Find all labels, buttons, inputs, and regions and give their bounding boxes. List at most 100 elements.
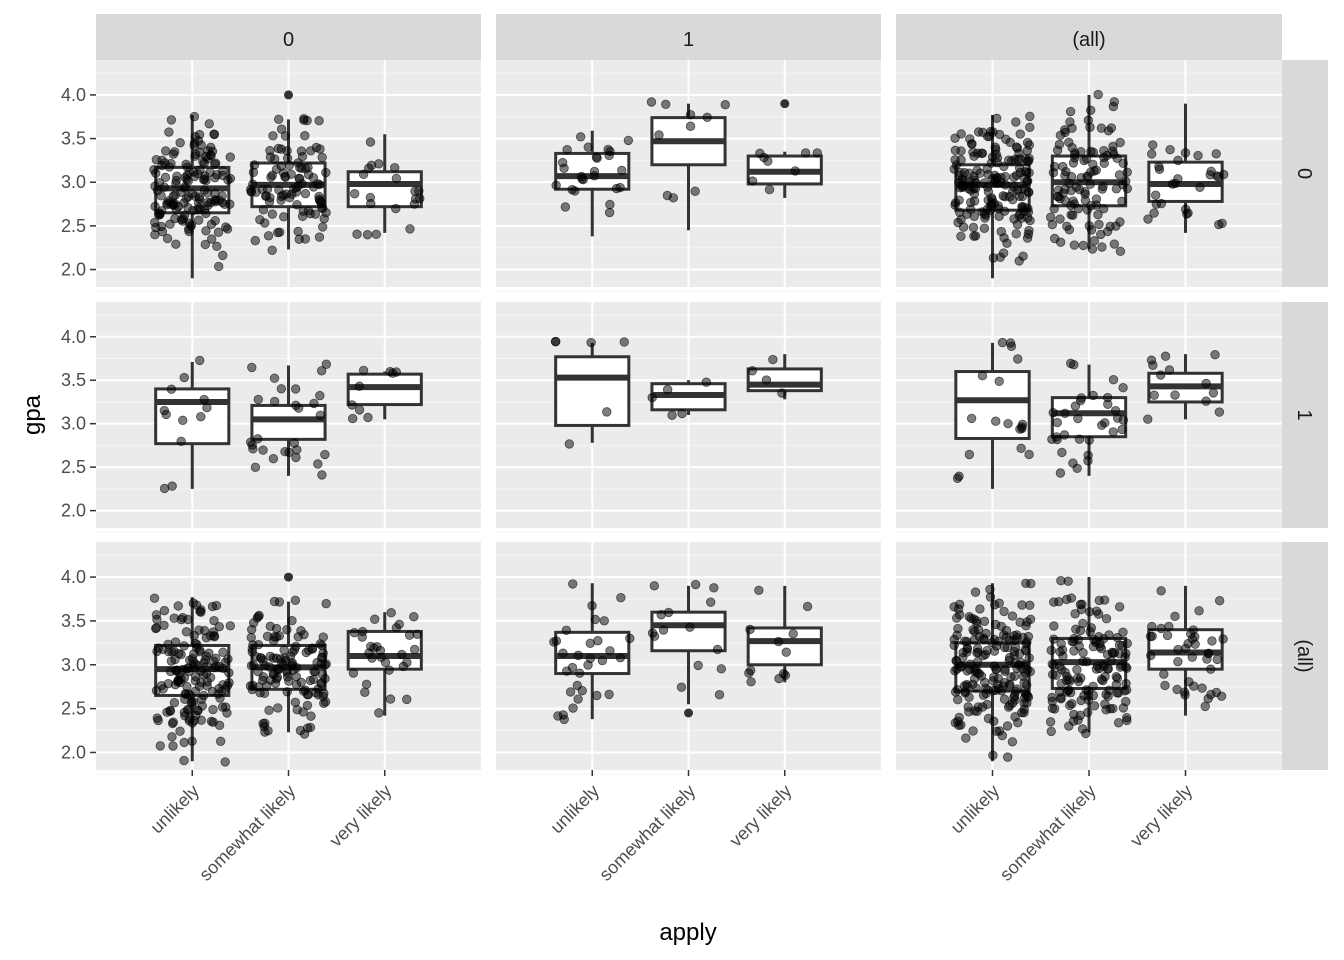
data-point <box>412 629 422 640</box>
data-point <box>1159 669 1169 679</box>
data-point <box>1218 634 1228 644</box>
boxplot <box>550 336 631 449</box>
data-point <box>577 174 587 184</box>
data-point <box>1094 219 1104 230</box>
data-point <box>1149 208 1159 218</box>
data-point <box>1054 139 1065 150</box>
data-point <box>800 148 811 158</box>
data-point <box>290 384 301 394</box>
data-point <box>195 666 206 676</box>
data-point <box>269 596 280 607</box>
data-point <box>165 666 176 677</box>
data-point <box>1154 162 1164 172</box>
data-point <box>561 625 572 636</box>
data-point <box>747 366 757 376</box>
data-point <box>282 624 292 635</box>
data-point <box>587 600 597 611</box>
data-point <box>179 641 189 651</box>
data-point <box>1170 390 1180 400</box>
data-point <box>971 615 982 626</box>
data-point <box>1065 106 1076 117</box>
data-point <box>402 694 412 705</box>
data-point <box>196 605 206 615</box>
data-point <box>690 579 701 590</box>
data-point <box>188 657 198 667</box>
data-point <box>604 207 615 218</box>
data-point <box>316 678 327 688</box>
y-tick-label: 3.5 <box>61 611 86 631</box>
data-point <box>315 410 326 421</box>
data-point <box>1084 607 1095 617</box>
facet-panel <box>896 60 1282 292</box>
data-point <box>573 650 583 661</box>
data-point <box>1113 718 1124 728</box>
data-point <box>969 196 980 206</box>
data-point <box>164 127 174 137</box>
data-point <box>951 613 962 623</box>
data-point <box>179 737 189 748</box>
data-point <box>162 707 172 717</box>
data-point <box>1045 717 1056 727</box>
data-point <box>205 672 216 683</box>
data-point <box>196 411 206 422</box>
data-point <box>255 688 265 698</box>
data-point <box>968 222 979 233</box>
data-point <box>1048 407 1058 418</box>
data-point <box>1049 621 1059 631</box>
data-point <box>746 677 756 687</box>
boxplot <box>949 578 1036 762</box>
data-point <box>253 666 263 677</box>
data-point <box>246 632 256 643</box>
data-point <box>409 644 420 655</box>
data-point <box>1104 630 1114 640</box>
data-point <box>979 178 989 188</box>
data-point <box>1020 689 1031 699</box>
data-point <box>282 687 292 697</box>
data-point <box>1102 392 1113 403</box>
data-point <box>1000 666 1010 676</box>
data-point <box>558 648 568 658</box>
data-point <box>1113 688 1124 698</box>
data-point <box>1213 172 1224 182</box>
data-point <box>247 684 257 695</box>
data-point <box>307 644 318 654</box>
data-point <box>1064 224 1075 235</box>
data-point <box>309 666 319 676</box>
data-point <box>1194 606 1204 616</box>
data-point <box>394 619 404 630</box>
data-point <box>558 710 568 720</box>
boxplot <box>1047 358 1129 478</box>
data-point <box>199 394 209 405</box>
data-point <box>167 732 177 742</box>
data-point <box>1150 190 1161 200</box>
data-point <box>206 151 216 161</box>
data-point <box>225 621 236 631</box>
data-point <box>1055 214 1065 224</box>
data-point <box>754 585 764 596</box>
data-point <box>1146 650 1156 661</box>
data-point <box>790 166 800 176</box>
data-point <box>1052 417 1062 428</box>
data-point <box>190 686 201 696</box>
data-point <box>179 372 189 383</box>
data-point <box>1047 219 1058 230</box>
data-point <box>676 682 687 692</box>
data-point <box>551 180 561 190</box>
y-tick-label: 3.5 <box>61 129 86 149</box>
data-point <box>1172 684 1182 695</box>
data-point <box>371 229 381 240</box>
data-point <box>257 184 268 194</box>
data-point <box>209 129 220 140</box>
data-point <box>1073 635 1083 645</box>
data-point <box>1073 413 1083 424</box>
data-point <box>1121 685 1132 695</box>
data-point <box>950 145 961 156</box>
row-strip-label: 0 <box>1293 168 1315 179</box>
x-axis-title: apply <box>659 919 716 946</box>
boxplot <box>1045 575 1132 739</box>
data-point <box>956 661 967 671</box>
data-point <box>293 226 303 237</box>
data-point <box>1014 191 1025 201</box>
y-tick-label: 3.0 <box>61 172 86 192</box>
y-tick-label: 2.0 <box>61 501 86 521</box>
